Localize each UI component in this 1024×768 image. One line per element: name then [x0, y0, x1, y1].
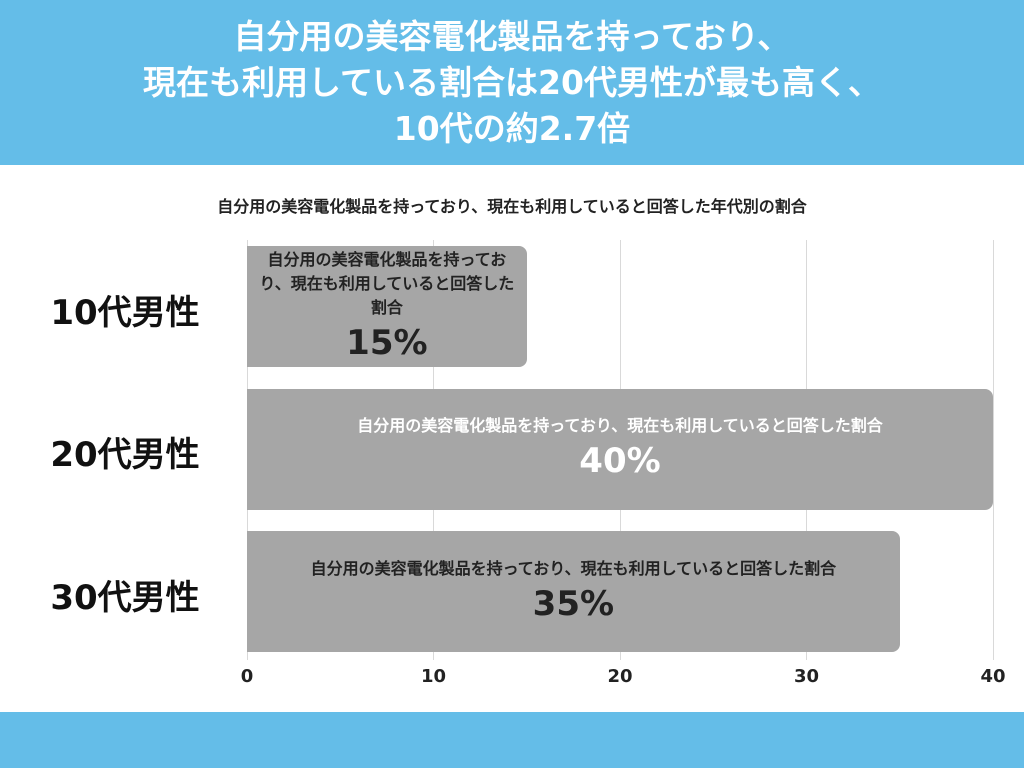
bar: 自分用の美容電化製品を持っており、現在も利用していると回答した割合 40%	[247, 388, 993, 510]
x-tick-label: 40	[980, 666, 1006, 687]
bar: 自分用の美容電化製品を持っており、現在も利用していると回答した割合 15%	[247, 246, 527, 367]
x-tick-label: 10	[420, 666, 447, 687]
bar: 自分用の美容電化製品を持っており、現在も利用していると回答した割合 35%	[247, 531, 900, 652]
category-label: 20代男性	[50, 435, 200, 475]
x-tick-label: 20	[607, 666, 633, 687]
category-label: 10代男性	[50, 292, 200, 333]
value-label: 35%	[532, 583, 615, 624]
bar-series-label: 自分用の美容電化製品を持っており、現在も利用していると回答した割合	[357, 416, 883, 435]
x-tick-label: 0	[240, 666, 254, 687]
footer	[0, 712, 1024, 768]
bar-series-label: 自分用の美容電化製品を持っており、現在も利用していると回答した割合	[310, 558, 837, 578]
grid-line	[992, 240, 994, 660]
chart-subtitle: 自分用の美容電化製品を持っており、現在も利用していると回答した年代別の割合	[217, 197, 807, 216]
title-line: 現在も利用している割合は20代男性が最も高く、	[143, 62, 881, 102]
title-line: 10代の約2.7倍	[393, 108, 631, 148]
x-tick-label: 30	[793, 666, 820, 687]
title-line: 自分用の美容電化製品を持っており、	[233, 16, 791, 56]
header: 自分用の美容電化製品を持っており、現在も利用している割合は20代男性が最も高く、…	[0, 0, 1024, 165]
bar-series-label: 自分用の美容電化製品を持っており、現在も利用していると回答した割合	[259, 249, 515, 317]
value-label: 15%	[346, 322, 428, 363]
category-label: 30代男性	[50, 577, 200, 618]
value-label: 40%	[579, 441, 661, 481]
